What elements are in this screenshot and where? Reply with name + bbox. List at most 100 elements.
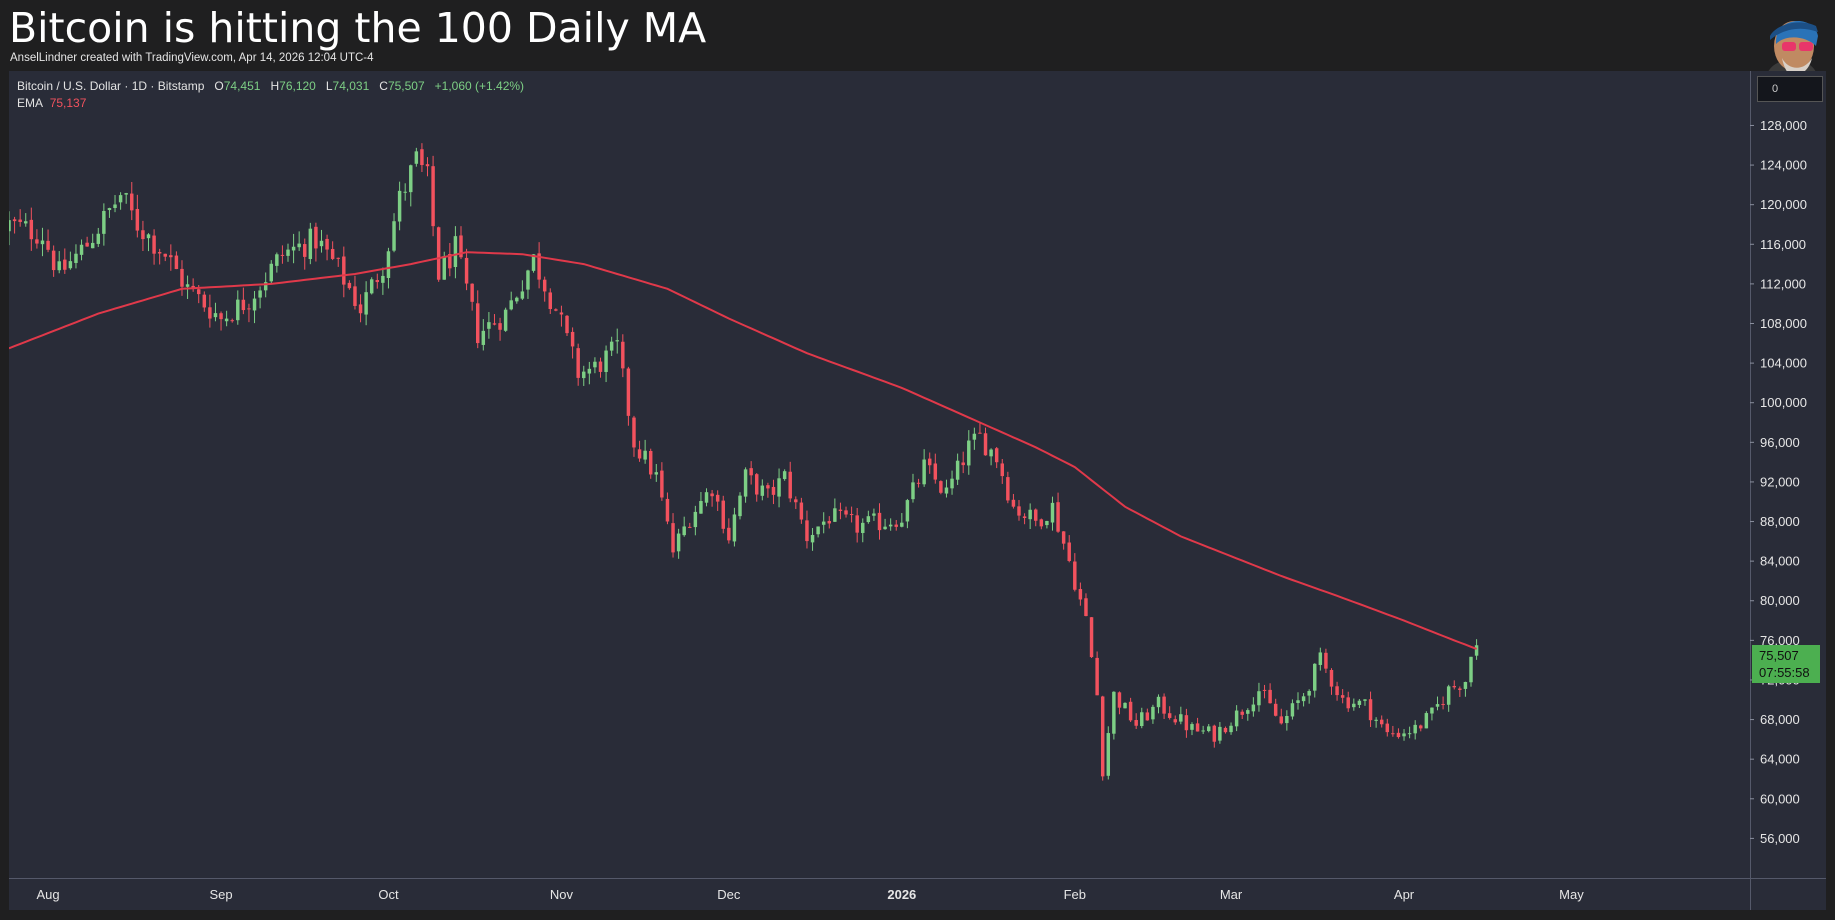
candle-body [1123,702,1127,709]
candle-body [269,263,273,282]
ema-label: EMA [17,96,44,110]
candle-body [911,482,915,500]
ema-layer [9,251,1477,650]
candle-body [18,219,22,222]
candle-body [470,283,474,302]
candle-body [180,268,184,287]
candle-body [1318,652,1323,665]
open-label: O [214,79,224,93]
candle-body [833,508,837,522]
price-chart[interactable]: 56,00060,00064,00068,00072,00076,00080,0… [9,71,1826,910]
candle-body [1357,700,1362,705]
candle-body [1156,696,1161,708]
candle-body [749,468,753,476]
candle-body [46,240,50,250]
candle-body [476,303,480,344]
candle-body [565,315,569,334]
candle-body [448,253,452,269]
candle-body [1039,519,1044,527]
candle-body [933,463,938,480]
chart-panel[interactable]: 56,00060,00064,00068,00072,00076,00080,0… [9,71,1826,910]
close-value: 75,507 [387,79,425,93]
candle-body [63,259,67,270]
candle-body [693,511,698,528]
candle-body [347,282,352,289]
candle-body [788,471,792,499]
candle-body [877,512,882,531]
candle-body [74,253,78,263]
candle-body [241,299,246,311]
candle-body [24,221,28,224]
candle-body [79,244,84,255]
candle-body [1240,711,1244,715]
x-tick-label: Oct [378,887,399,902]
y-tick-label: 68,000 [1760,712,1800,727]
candle-body [515,297,519,302]
candle-body [849,514,854,516]
candle-body [152,235,156,254]
candle-body [118,195,123,203]
ema-legend[interactable]: EMA 75,137 [17,96,86,110]
candle-body [224,318,229,322]
candle-body [90,242,95,249]
candle-body [1201,730,1205,732]
candle-body [1329,669,1334,687]
candle-body [1045,520,1049,526]
candle-body [453,236,458,268]
candle-body [905,500,910,522]
y-tick-label: 76,000 [1760,633,1800,648]
candle-body [1285,715,1289,724]
candle-body [1474,645,1479,656]
candle-body [855,515,859,533]
candle-body [425,164,430,167]
candle-body [498,323,502,330]
candle-body [397,190,402,222]
candle-body [1089,617,1094,658]
candle-body [559,312,564,315]
candle-body [1117,692,1122,708]
y-tick-label: 108,000 [1760,316,1807,331]
candle-body [1050,502,1055,523]
candle-body [1223,727,1228,733]
candle-body [582,371,586,379]
candle-body [1268,689,1272,704]
candle-body [972,433,977,440]
candle-body [107,208,112,211]
candle-body [409,165,413,193]
candle-body [1073,561,1077,590]
credit-line: AnselLindner created with TradingView.co… [10,52,374,64]
candle-body [810,534,815,543]
candle-body [989,449,993,457]
open-value: 74,451 [223,79,261,93]
candle-body [342,256,346,285]
candle-body [1290,703,1295,717]
x-tick-label: Feb [1064,887,1086,902]
candle-body [403,191,407,193]
x-tick-label: Dec [717,887,741,902]
candle-body [1346,697,1350,709]
candle-body [487,322,491,329]
candle-body [587,368,592,374]
candle-body [604,350,608,372]
candle-body [771,486,776,495]
candle-body [1407,733,1412,735]
y-tick-label: 84,000 [1760,554,1800,569]
scale-toggle-button[interactable]: 0 [1757,76,1823,102]
y-tick-label: 96,000 [1760,435,1800,450]
candle-body [883,526,887,530]
candle-body [1017,506,1021,516]
candle-body [1184,715,1189,731]
candle-body [1273,703,1278,716]
candle-body [782,471,787,480]
chart-title: Bitcoin is hitting the 100 Daily MA [9,4,707,52]
y-tick-label: 60,000 [1760,791,1800,806]
candle-body [146,234,151,239]
close-label: C [379,79,388,93]
candle-body [732,514,737,542]
candle-body [9,220,11,232]
candle-body [598,361,603,372]
candle-body [436,227,441,280]
candle-body [682,526,686,536]
last-price: 75,507 [1759,648,1799,663]
candle-body [1173,719,1177,723]
